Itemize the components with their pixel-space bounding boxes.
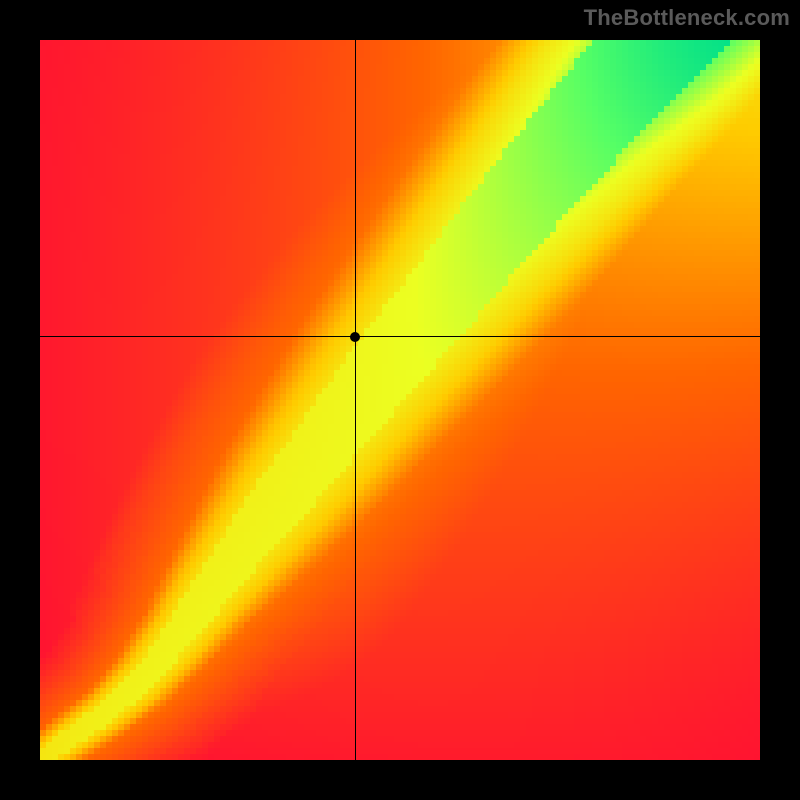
watermark-label: TheBottleneck.com [584, 5, 790, 31]
plot-area [40, 40, 760, 760]
bottleneck-heatmap [40, 40, 760, 760]
chart-frame: TheBottleneck.com [0, 0, 800, 800]
